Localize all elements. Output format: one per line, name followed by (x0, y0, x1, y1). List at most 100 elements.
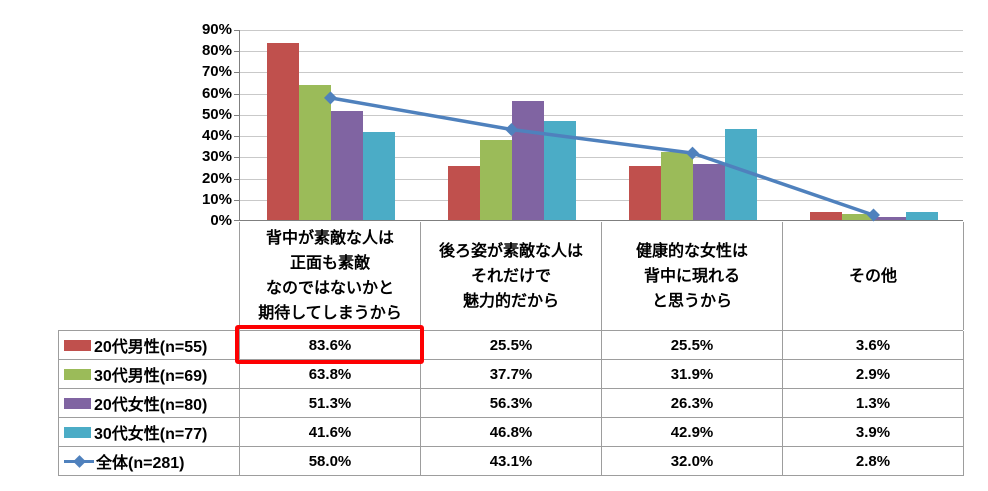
y-axis-tick-label: 70% (201, 63, 232, 80)
category-header-line: 後ろ姿が素敵な人は (438, 242, 583, 260)
bar (809, 212, 842, 220)
legend-swatch-icon (64, 339, 91, 351)
gridline (240, 157, 963, 158)
y-axis-tick (234, 94, 240, 95)
y-axis-tick-label: 60% (201, 85, 232, 102)
y-axis-tick (234, 51, 240, 52)
bar (628, 165, 661, 220)
overall-line (330, 96, 875, 217)
legend-swatch-icon (64, 368, 91, 380)
table-value-cell: 26.3% (602, 389, 783, 418)
gridline (240, 179, 963, 180)
legend-line-marker-icon (64, 455, 94, 468)
row-label-cell: 20代女性(n=80) (59, 389, 240, 418)
category-header-line: 正面も素敵 (289, 255, 370, 272)
line-marker-diamond-icon (505, 123, 518, 137)
y-axis-tick (234, 72, 240, 73)
bar-group (240, 30, 421, 220)
table-row: 30代女性(n=77) 41.6% 46.8% 42.9% 3.9% (59, 418, 964, 447)
y-axis-tick-label: 80% (201, 42, 232, 59)
row-label-text: 全体(n=281) (96, 455, 185, 472)
category-header-cell: 健康的な女性は 背中に現れる と思うから (602, 222, 783, 330)
row-label-text: 20代男性(n=55) (94, 339, 208, 356)
gridline (240, 72, 963, 73)
category-header-line: その他 (848, 267, 897, 285)
table-row: 20代女性(n=80) 51.3% 56.3% 26.3% 1.3% (59, 389, 964, 418)
line-marker-diamond-icon (867, 208, 880, 222)
table-value-cell: 2.8% (783, 447, 964, 476)
y-axis-tick-label: 40% (201, 127, 232, 144)
table-value-cell: 41.6% (240, 418, 421, 447)
category-header-line: なのではないかと (265, 280, 394, 297)
gridline (240, 94, 963, 95)
category-header-cell: その他 (783, 222, 964, 330)
bar (298, 84, 331, 220)
y-axis-tick (234, 136, 240, 137)
table-value-cell: 43.1% (421, 447, 602, 476)
legend-diamond-icon (73, 455, 86, 468)
category-header-line: と思うから (651, 292, 732, 310)
y-axis-tick (234, 157, 240, 158)
table-value-cell: 25.5% (421, 331, 602, 360)
table-value-cell: 83.6% (240, 331, 421, 360)
bar (511, 100, 544, 220)
bar (447, 165, 480, 220)
overall-line-series (324, 91, 880, 222)
table-value-cell: 63.8% (240, 360, 421, 389)
table-value-cell: 51.3% (240, 389, 421, 418)
category-header-line: 期待してしまうから (258, 305, 402, 322)
y-axis-tick-label: 30% (201, 148, 232, 165)
y-axis-tick-label: 0% (210, 212, 232, 229)
table-value-cell: 32.0% (602, 447, 783, 476)
table-row: 全体(n=281) 58.0% 43.1% 32.0% 2.8% (59, 447, 964, 476)
row-label-text: 30代女性(n=77) (94, 426, 208, 443)
table-body: 20代男性(n=55) 83.6% 25.5% 25.5% 3.6% 30代男性(n=69… (58, 330, 964, 476)
line-marker-diamond-icon (686, 146, 699, 160)
category-header-line: それだけで (470, 267, 551, 285)
category-header-cell: 背中が素敵な人は 正面も素敵なのではないかと 期待してしまうから (240, 222, 421, 330)
table-value-cell: 31.9% (602, 360, 783, 389)
table-value-cell: 46.8% (421, 418, 602, 447)
y-axis-tick (234, 30, 240, 31)
bar-group (783, 30, 964, 220)
category-header-line: 背中が素敵な人は (265, 230, 394, 247)
legend-swatch-icon (64, 397, 91, 409)
y-axis-tick-label: 50% (201, 106, 232, 123)
gridline (240, 51, 963, 52)
bar (905, 211, 938, 220)
row-label-cell: 30代男性(n=69) (59, 360, 240, 389)
y-axis-tick (234, 115, 240, 116)
bar (841, 213, 874, 220)
y-axis-tick-label: 20% (201, 170, 232, 187)
table-value-cell: 58.0% (240, 447, 421, 476)
bar-group (602, 30, 783, 220)
table-value-cell: 2.9% (783, 360, 964, 389)
table-header-row: 背中が素敵な人は 正面も素敵 なのではないかと 期待してしまうから 後ろ姿が素敵な人はそ… (239, 222, 964, 330)
y-axis-tick (234, 200, 240, 201)
bar (479, 140, 512, 220)
bar (873, 217, 906, 220)
category-header-cell: 後ろ姿が素敵な人は それだけで 魅力的だから (421, 222, 602, 330)
bar (362, 131, 395, 220)
bar (266, 42, 299, 220)
y-axis: 90% 80% 70% 60% 50% 40% 30% 20% 10% 0% (148, 21, 232, 229)
table-value-cell: 1.3% (783, 389, 964, 418)
table-value-cell: 37.7% (421, 360, 602, 389)
table-value-cell: 25.5% (602, 331, 783, 360)
table-value-cell: 56.3% (421, 389, 602, 418)
category-header-line: 背中に現れる (643, 267, 740, 285)
bar (692, 164, 725, 220)
row-label-text: 20代女性(n=80) (94, 397, 208, 414)
y-axis-tick-label: 10% (201, 191, 232, 208)
table-row: 20代男性(n=55) 83.6% 25.5% 25.5% 3.6% (59, 331, 964, 360)
legend-swatch-icon (64, 426, 91, 438)
table-value-cell: 3.6% (783, 331, 964, 360)
table-row: 30代男性(n=69) 63.8% 37.7% 31.9% 2.9% (59, 360, 964, 389)
table-value-cell: 42.9% (602, 418, 783, 447)
table-value-cell: 3.9% (783, 418, 964, 447)
gridline (240, 30, 963, 31)
bar (330, 111, 363, 220)
line-marker-diamond-icon (324, 91, 337, 105)
y-axis-tick (234, 179, 240, 180)
